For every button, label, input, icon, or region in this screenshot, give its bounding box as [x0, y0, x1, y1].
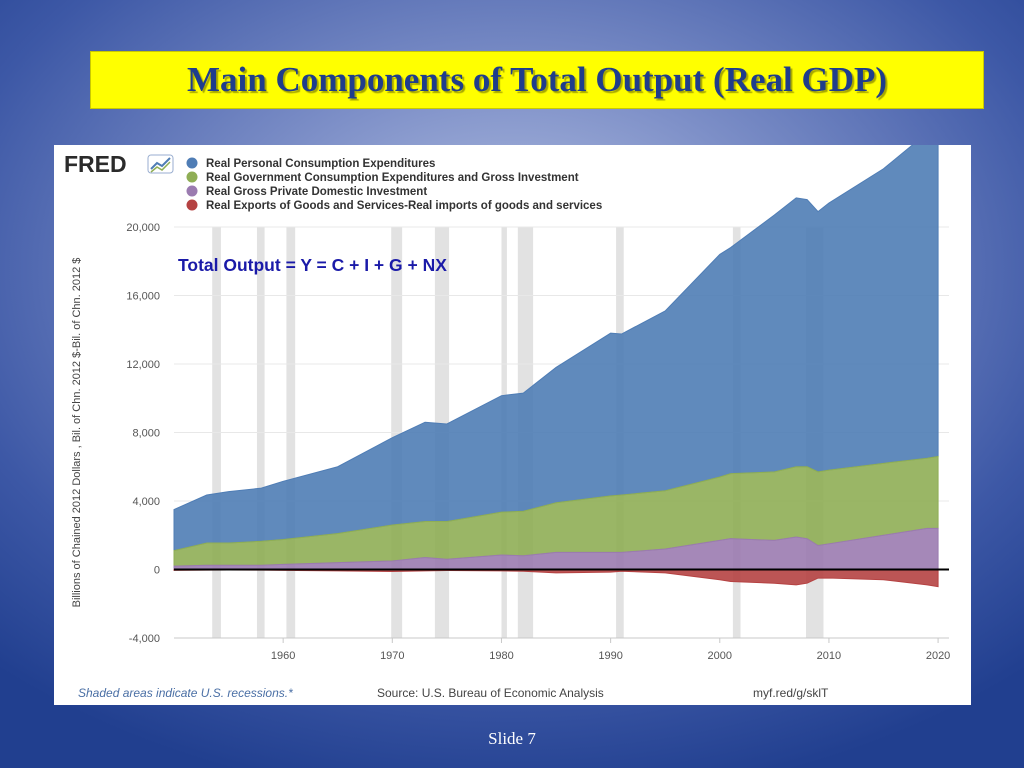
- slide-number: Slide 7: [488, 729, 536, 748]
- y-tick-label: -4,000: [129, 633, 160, 645]
- fred-logo-icon-line: [150, 157, 171, 170]
- y-tick-label: 20,000: [126, 222, 160, 234]
- legend-swatch: [186, 199, 198, 211]
- y-tick-label: 12,000: [126, 359, 160, 371]
- x-tick-label: 1970: [380, 650, 404, 662]
- y-tick-label: 0: [154, 565, 160, 577]
- legend-swatch: [186, 171, 198, 183]
- x-tick-label: 2020: [926, 650, 950, 662]
- slide-title-box: Main Components of Total Output (Real GD…: [90, 51, 984, 109]
- legend-label: Real Government Consumption Expenditures…: [206, 172, 579, 184]
- y-tick-label: 8,000: [132, 428, 160, 440]
- x-tick-label: 2000: [708, 650, 732, 662]
- fred-logo-icon-line-2: [150, 161, 171, 173]
- x-tick-label: 2010: [817, 650, 841, 662]
- recession-note: Shaded areas indicate U.S. recessions.*: [78, 686, 293, 700]
- x-tick-label: 1990: [598, 650, 622, 662]
- fred-chart-frame: FRED Real Personal Consumption Expenditur…: [54, 145, 971, 705]
- legend-label: Real Personal Consumption Expenditures: [206, 158, 435, 170]
- legend-label: Real Gross Private Domestic Investment: [206, 186, 427, 198]
- legend-swatch: [186, 157, 198, 169]
- slide-title: Main Components of Total Output (Real GD…: [186, 60, 888, 99]
- x-tick-label: 1960: [271, 650, 295, 662]
- fred-link[interactable]: myf.red/g/sklT: [753, 686, 829, 700]
- fred-logo: FRED: [64, 151, 127, 177]
- source-note: Source: U.S. Bureau of Economic Analysis: [377, 686, 604, 700]
- y-axis-label: Billions of Chained 2012 Dollars , Bil. …: [71, 258, 83, 608]
- y-tick-label: 4,000: [132, 496, 160, 508]
- equation-annotation: Total Output = Y = C + I + G + NX: [178, 255, 447, 275]
- y-tick-label: 16,000: [126, 291, 160, 303]
- x-tick-label: 1980: [489, 650, 513, 662]
- legend-label: Real Exports of Goods and Services-Real …: [206, 200, 602, 212]
- legend-swatch: [186, 185, 198, 197]
- fred-chart: FRED Real Personal Consumption Expenditur…: [64, 145, 950, 700]
